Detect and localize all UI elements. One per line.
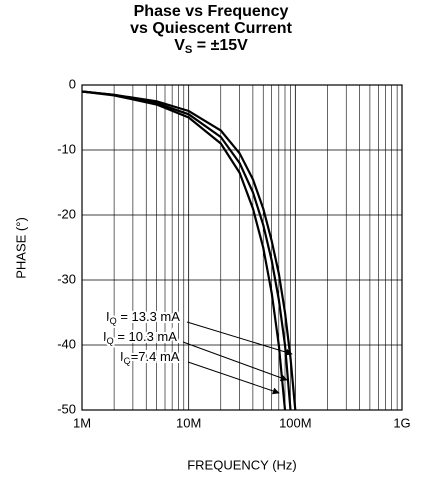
- chart-title-main: V: [174, 37, 185, 54]
- y-tick-label: -40: [57, 336, 76, 351]
- x-tick-label: 1G: [393, 415, 410, 430]
- legend-label: IQ = 13.3 mA: [106, 309, 180, 326]
- legend-label-rest: = 10.3 mA: [114, 329, 178, 344]
- x-axis-label: FREQUENCY (Hz): [187, 457, 297, 472]
- plot-frame: [81, 84, 403, 411]
- series-line: [81, 90, 297, 411]
- y-tick-label: -30: [57, 271, 76, 286]
- legend-arrow: [187, 361, 280, 395]
- y-tick-label: -20: [57, 206, 76, 221]
- y-tick-label: 0: [69, 76, 76, 91]
- y-tick-label: -50: [57, 401, 76, 416]
- x-tick-label: 10M: [176, 415, 201, 430]
- legend-arrow: [182, 341, 288, 382]
- legend-label-rest: =7.4 mA: [131, 349, 180, 364]
- legend-label-main: I: [120, 349, 124, 364]
- legend-label-main: I: [106, 309, 110, 324]
- chart-title: Phase vs Frequency: [134, 3, 289, 20]
- x-tick-label: 1M: [73, 415, 91, 430]
- legend-label: IQ=7.4 mA: [120, 349, 180, 366]
- legend-label: IQ = 10.3 mA: [103, 329, 177, 346]
- chart-title: vs Quiescent Current: [130, 20, 293, 37]
- chart-title-rest: = ±15V: [192, 37, 248, 54]
- chart-title: VS = ±15V: [174, 37, 248, 56]
- series-line: [81, 90, 287, 411]
- legend-label-sub: Q: [124, 356, 131, 366]
- y-axis-label: PHASE (°): [13, 217, 28, 279]
- x-tick-label: 100M: [279, 415, 312, 430]
- y-tick-label: -10: [57, 141, 76, 156]
- legend-label-sub: Q: [107, 336, 114, 346]
- legend-label-main: I: [103, 329, 107, 344]
- legend-label-sub: Q: [110, 316, 117, 326]
- chart-title-sub: S: [185, 44, 193, 56]
- legend-arrow: [186, 321, 293, 356]
- series-line: [81, 90, 292, 411]
- legend-label-rest: = 13.3 mA: [117, 309, 181, 324]
